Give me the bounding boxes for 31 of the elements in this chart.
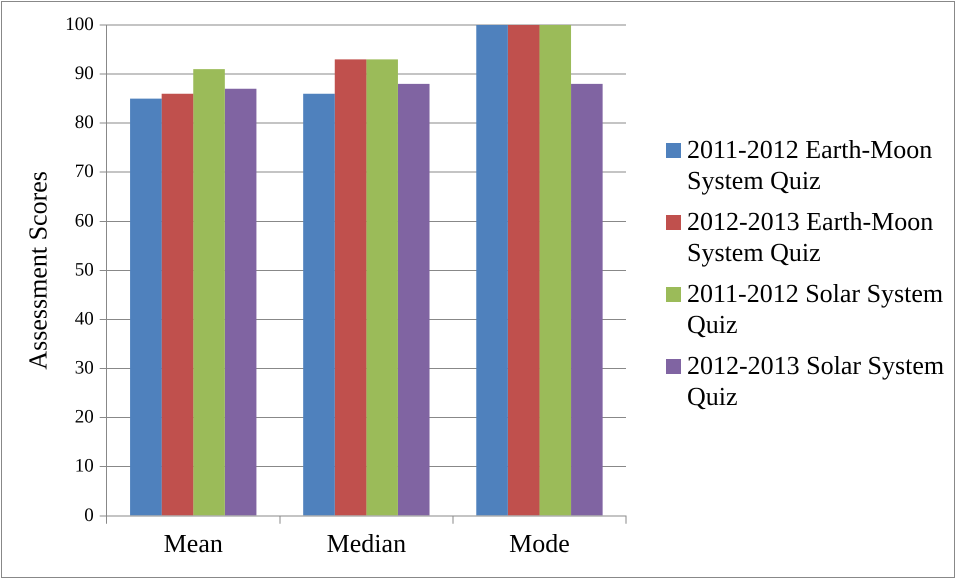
legend-label: 2012-2013 Earth-Moon System Quiz <box>687 206 934 268</box>
y-tick-label: 70 <box>74 161 94 182</box>
y-tick-label: 40 <box>74 308 94 330</box>
y-tick-label: 100 <box>65 14 94 35</box>
bar <box>224 88 256 516</box>
bar <box>398 84 430 516</box>
y-tick-label: 60 <box>74 210 94 232</box>
y-tick-label: 20 <box>74 406 94 428</box>
y-tick-label: 10 <box>74 456 94 477</box>
bar <box>303 94 335 516</box>
bar <box>539 25 572 516</box>
x-tick-label: Mean <box>164 529 223 558</box>
y-tick-label: 30 <box>74 358 94 379</box>
bar <box>193 69 225 516</box>
legend-label: 2011-2012 Solar System Quiz <box>687 278 944 340</box>
legend-label: 2012-2013 Solar System Quiz <box>687 350 946 412</box>
bar <box>334 59 366 516</box>
bar <box>476 25 508 516</box>
y-tick-label: 50 <box>74 259 94 280</box>
y-tick-label: 90 <box>74 63 94 84</box>
y-tick-label: 0 <box>84 504 94 526</box>
y-axis-title: Assessment Scores <box>23 171 52 370</box>
bar <box>366 59 398 516</box>
legend-label: 2011-2012 Earth-Moon System Quiz <box>687 134 934 196</box>
x-tick-label: Mode <box>509 529 570 558</box>
bar <box>508 25 540 516</box>
bar <box>130 98 162 516</box>
bar <box>162 94 194 516</box>
x-tick-label: Median <box>326 529 406 558</box>
y-tick-label: 80 <box>74 112 94 134</box>
bar <box>571 84 603 516</box>
